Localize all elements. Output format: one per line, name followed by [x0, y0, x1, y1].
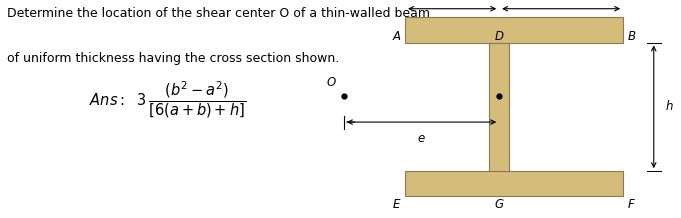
Text: b: b	[557, 0, 565, 3]
Text: h: h	[666, 100, 674, 113]
Bar	[405, 17, 623, 43]
Text: $\mathit{Ans:}\ \ 3\,\dfrac{(b^2-a^2)}{[6(a+b)+h]}$: $\mathit{Ans:}\ \ 3\,\dfrac{(b^2-a^2)}{[…	[89, 80, 246, 120]
Bar	[489, 43, 509, 171]
Text: a: a	[449, 0, 456, 3]
Text: of uniform thickness having the cross section shown.: of uniform thickness having the cross se…	[7, 52, 339, 65]
Text: O: O	[327, 76, 336, 89]
Text: Determine the location of the shear center O of a thin-walled beam: Determine the location of the shear cent…	[7, 7, 430, 20]
Text: G: G	[494, 198, 504, 211]
Text: D: D	[494, 29, 504, 43]
Text: E: E	[393, 198, 400, 211]
Bar	[405, 171, 623, 196]
Text: e: e	[418, 132, 425, 145]
Text: A: A	[392, 29, 400, 43]
Text: F: F	[628, 198, 635, 211]
Text: B: B	[628, 29, 636, 43]
